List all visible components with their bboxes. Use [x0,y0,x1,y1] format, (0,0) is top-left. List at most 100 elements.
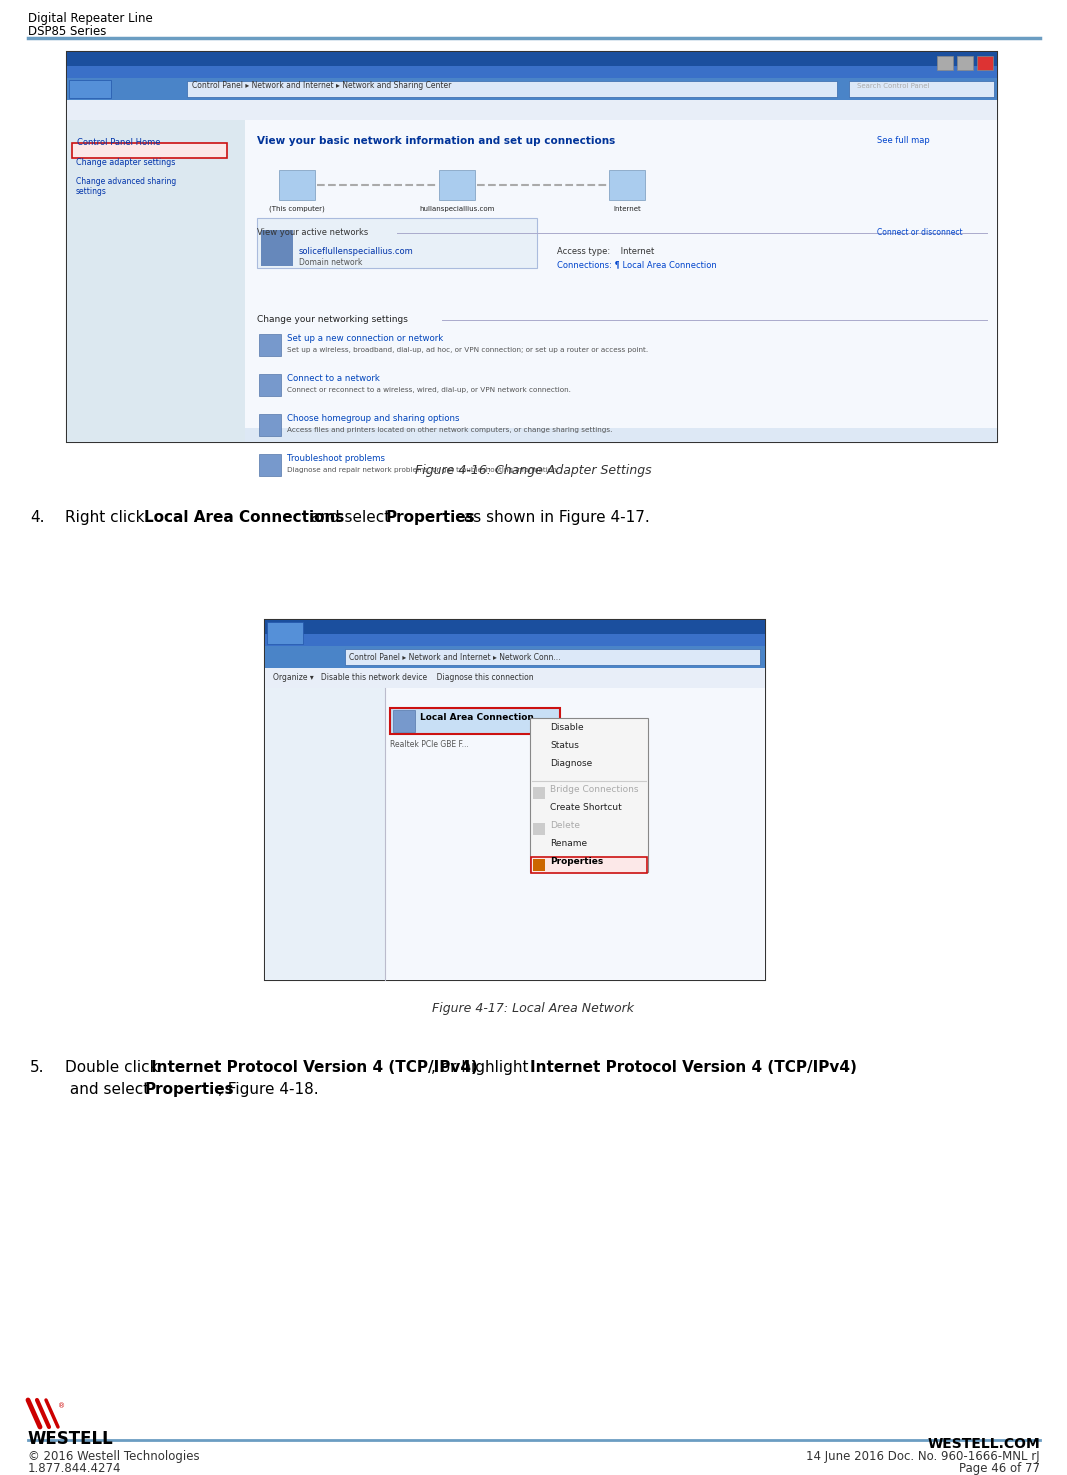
Bar [531,857,647,873]
Bar [265,668,765,687]
Text: Figure 4-17: Local Area Network: Figure 4-17: Local Area Network [432,1002,635,1015]
Bar [267,622,303,645]
Bar [259,454,281,476]
Bar [391,708,560,735]
Text: Local Area Connections: Local Area Connections [144,510,345,525]
Bar [67,52,997,78]
Text: 14 June 2016 Doc. No. 960-1666-MNL rJ: 14 June 2016 Doc. No. 960-1666-MNL rJ [807,1450,1040,1463]
Bar [187,81,837,97]
Text: Digital Repeater Line: Digital Repeater Line [28,12,153,25]
Text: View your basic network information and set up connections: View your basic network information and … [257,136,616,146]
Text: Control Panel ▸ Network and Internet ▸ Network Conn...: Control Panel ▸ Network and Internet ▸ N… [349,652,560,661]
Bar [534,788,545,799]
Text: Set up a wireless, broadband, dial-up, ad hoc, or VPN connection; or set up a ro: Set up a wireless, broadband, dial-up, a… [287,347,648,353]
Bar [385,687,765,979]
Text: Realtek PCIe GBE F...: Realtek PCIe GBE F... [391,740,468,749]
Text: Connections: ¶ Local Area Connection: Connections: ¶ Local Area Connection [557,260,717,268]
Bar [530,718,648,872]
Text: See full map: See full map [877,136,929,145]
Text: Choose homegroup and sharing options: Choose homegroup and sharing options [287,414,460,423]
Text: Connect to a network: Connect to a network [287,375,380,384]
Bar [957,56,973,69]
Text: Disable: Disable [550,723,584,732]
Bar [609,170,644,201]
Text: and select: and select [306,510,396,525]
Text: Search Control Panel: Search Control Panel [857,83,929,88]
Bar [278,170,315,201]
Text: Domain network: Domain network [299,258,363,267]
Bar [67,52,997,442]
Bar [393,709,415,732]
Text: Properties: Properties [144,1083,234,1097]
Text: Internet Protocol Version 4 (TCP/IPv4): Internet Protocol Version 4 (TCP/IPv4) [150,1061,478,1075]
Text: Internet Protocol Version 4 (TCP/IPv4): Internet Protocol Version 4 (TCP/IPv4) [530,1061,857,1075]
Bar [265,620,765,646]
Text: soliceflullenspeciallius.com: soliceflullenspeciallius.com [299,246,414,257]
Text: Connect or reconnect to a wireless, wired, dial-up, or VPN network connection.: Connect or reconnect to a wireless, wire… [287,386,571,392]
Text: Bridge Connections: Bridge Connections [550,785,638,794]
Bar [67,66,997,78]
Bar [71,143,227,158]
Text: Change advanced sharing
settings: Change advanced sharing settings [76,177,176,196]
Text: DSP85 Series: DSP85 Series [28,25,107,38]
Text: © 2016 Westell Technologies: © 2016 Westell Technologies [28,1450,200,1463]
Text: WESTELL: WESTELL [28,1429,114,1448]
Text: , Figure 4-18.: , Figure 4-18. [218,1083,319,1097]
Text: 1.877.844.4274: 1.877.844.4274 [28,1462,122,1475]
Bar [259,414,281,437]
Text: Double click: Double click [65,1061,163,1075]
Bar [259,375,281,395]
Bar [69,80,111,97]
Text: Page 46 of 77: Page 46 of 77 [959,1462,1040,1475]
Text: Local Area Connection: Local Area Connection [420,712,534,721]
Text: Control Panel Home: Control Panel Home [77,139,160,148]
Text: 4.: 4. [30,510,45,525]
Text: Troubleshoot problems: Troubleshoot problems [287,454,385,463]
Bar [67,119,245,442]
Text: and select: and select [65,1083,154,1097]
Text: 5.: 5. [30,1061,45,1075]
Text: Internet: Internet [614,207,641,212]
Bar [245,119,997,442]
Text: hullanspeciallius.com: hullanspeciallius.com [419,207,495,212]
Text: as shown in Figure 4-17.: as shown in Figure 4-17. [459,510,650,525]
Bar [265,620,765,979]
Bar [261,230,293,266]
Text: Set up a new connection or network: Set up a new connection or network [287,333,443,344]
Text: WESTELL.COM: WESTELL.COM [927,1437,1040,1451]
Text: Status: Status [550,740,579,749]
Text: Properties: Properties [385,510,475,525]
Text: ®: ® [58,1403,65,1409]
Text: View your active networks: View your active networks [257,229,368,237]
Text: , or highlight: , or highlight [431,1061,534,1075]
Text: Figure 4-16: Change Adapter Settings: Figure 4-16: Change Adapter Settings [415,465,652,476]
Text: Access files and printers located on other network computers, or change sharing : Access files and printers located on oth… [287,426,612,434]
Bar [257,218,537,268]
Bar [245,428,997,442]
Text: Create Shortcut: Create Shortcut [550,802,622,813]
Bar [849,81,994,97]
Bar [265,646,765,668]
Text: Control Panel ▸ Network and Internet ▸ Network and Sharing Center: Control Panel ▸ Network and Internet ▸ N… [192,81,451,90]
Text: Rename: Rename [550,839,587,848]
Text: Diagnose: Diagnose [550,760,592,768]
Bar [265,687,385,979]
Text: Properties: Properties [550,857,603,866]
Text: Access type:    Internet: Access type: Internet [557,246,654,257]
Bar [977,56,993,69]
Text: Right click: Right click [65,510,149,525]
Text: Diagnose and repair network problems, or get troubleshooting information.: Diagnose and repair network problems, or… [287,468,559,473]
Bar [534,823,545,835]
Text: Delete: Delete [550,822,580,830]
Bar [67,78,997,100]
Text: Change adapter settings: Change adapter settings [76,158,175,167]
Text: (This computer): (This computer) [269,207,324,212]
Bar [67,100,997,119]
Bar [439,170,475,201]
Text: Organize ▾   Disable this network device    Diagnose this connection: Organize ▾ Disable this network device D… [273,674,534,683]
Bar [345,649,760,665]
Bar [265,634,765,646]
Bar [534,858,545,872]
Bar [937,56,953,69]
Text: Connect or disconnect: Connect or disconnect [877,229,962,237]
